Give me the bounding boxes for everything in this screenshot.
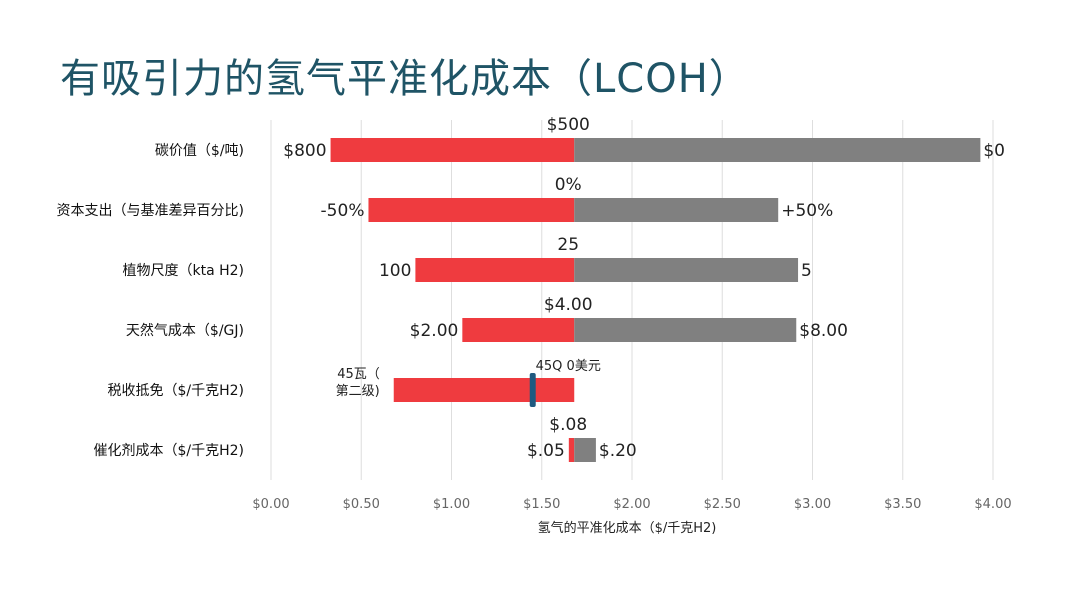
low-value-label: 第二级) bbox=[336, 384, 380, 399]
high-value-label: $.20 bbox=[599, 441, 637, 461]
low-value-label: -50% bbox=[321, 201, 365, 221]
x-tick-label: $4.00 bbox=[974, 497, 1011, 512]
base-value-label: $500 bbox=[547, 115, 590, 135]
category-label: 碳价值（$/吨) bbox=[155, 143, 244, 159]
bar-low bbox=[415, 258, 575, 282]
x-tick-label: $1.00 bbox=[433, 497, 470, 512]
x-tick-label: $3.50 bbox=[884, 497, 921, 512]
x-tick-label: $0.50 bbox=[343, 497, 380, 512]
low-value-label: 45瓦（ bbox=[337, 367, 380, 382]
base-value-label: 0% bbox=[555, 175, 582, 195]
bar-low bbox=[462, 318, 575, 342]
x-axis-label: 氢气的平准化成本（$/千克H2) bbox=[538, 520, 717, 536]
low-value-label: 100 bbox=[379, 261, 411, 281]
category-label: 催化剂成本（$/千克H2) bbox=[93, 443, 244, 459]
bar-high bbox=[574, 258, 799, 282]
x-tick-label: $3.00 bbox=[794, 497, 831, 512]
low-value-label: $.05 bbox=[527, 441, 565, 461]
bar-high bbox=[574, 438, 596, 462]
bar-high bbox=[574, 198, 779, 222]
base-value-label: 45Q 0美元 bbox=[536, 359, 601, 374]
high-value-label: 5 bbox=[801, 261, 812, 281]
marker-45q bbox=[529, 373, 536, 407]
bar-low bbox=[330, 138, 575, 162]
low-value-label: $800 bbox=[283, 141, 326, 161]
category-label: 税收抵免（$/千克H2) bbox=[107, 383, 244, 399]
x-tick-label: $0.00 bbox=[252, 497, 289, 512]
base-value-label: $.08 bbox=[549, 415, 587, 435]
bar-low bbox=[368, 198, 575, 222]
bar-high bbox=[574, 138, 981, 162]
high-value-label: $0 bbox=[983, 141, 1005, 161]
x-tick-label: $1.50 bbox=[523, 497, 560, 512]
low-value-label: $2.00 bbox=[410, 321, 459, 341]
base-value-label: $4.00 bbox=[544, 295, 593, 315]
high-value-label: +50% bbox=[781, 201, 833, 221]
high-value-label: $8.00 bbox=[799, 321, 848, 341]
x-tick-label: $2.00 bbox=[613, 497, 650, 512]
base-value-label: 25 bbox=[557, 235, 579, 255]
page-title: 有吸引力的氢气平准化成本（LCOH） bbox=[60, 56, 750, 102]
category-label: 天然气成本（$/GJ) bbox=[126, 322, 244, 339]
bar-low bbox=[393, 378, 575, 402]
category-label: 资本支出（与基准差异百分比) bbox=[57, 202, 244, 219]
category-label: 植物尺度（kta H2) bbox=[122, 263, 244, 279]
bar-low bbox=[568, 438, 575, 462]
x-tick-label: $2.50 bbox=[704, 497, 741, 512]
bar-high bbox=[574, 318, 797, 342]
